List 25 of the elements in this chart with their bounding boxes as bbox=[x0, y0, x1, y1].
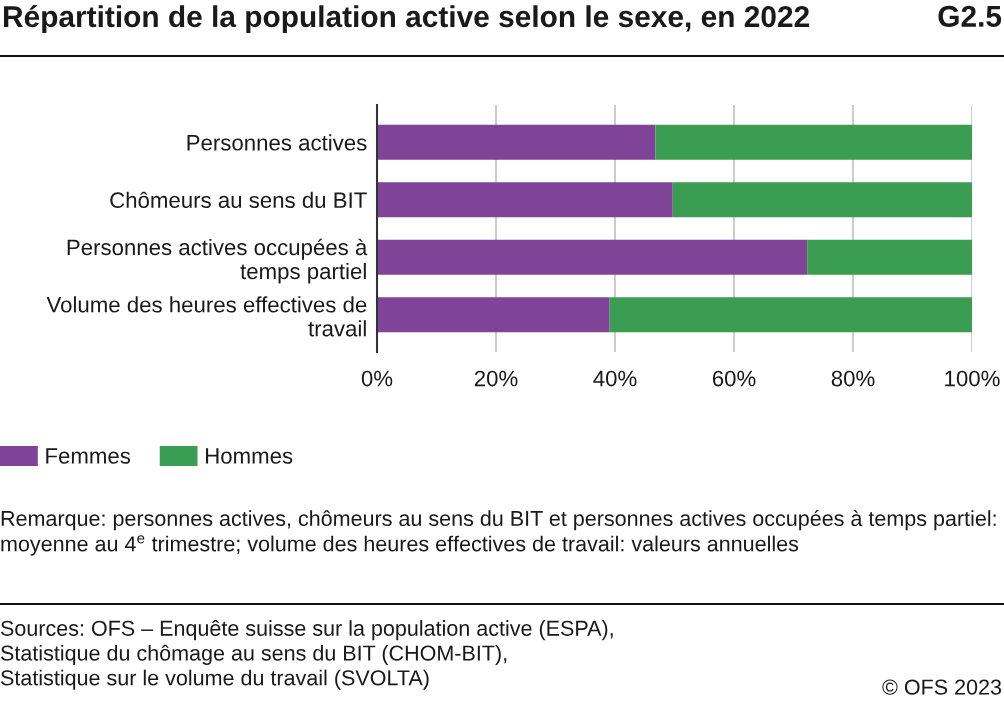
y-tick-label: Volume des heures effectives de travail bbox=[46, 296, 367, 337]
bar bbox=[655, 124, 972, 160]
legend-label: Hommes bbox=[206, 448, 293, 464]
x-tick-label: 60% bbox=[712, 370, 756, 387]
bar bbox=[377, 182, 673, 218]
bar bbox=[609, 297, 972, 333]
text: © OFS 2023 bbox=[882, 679, 1002, 695]
y-tick-label: Personnes actives bbox=[187, 134, 367, 151]
x-tick-label: 80% bbox=[831, 370, 875, 387]
bar bbox=[807, 239, 972, 275]
bar bbox=[377, 239, 808, 275]
legend-label: Femmes bbox=[46, 448, 131, 464]
x-tick-label: 20% bbox=[474, 370, 518, 387]
bar bbox=[672, 182, 972, 218]
x-tick-label: 40% bbox=[593, 370, 637, 387]
x-tick-label: 100% bbox=[945, 370, 1000, 387]
text: G2.5 bbox=[938, 5, 1002, 27]
bar bbox=[377, 124, 656, 160]
source-note: Sources: OFS – Enquête suisse sur la population active (ESPA), Statistique du chômage au sens du BIT (CHOM-BIT), Statistique sur le volume du travail (SVOLTA) bbox=[0, 620, 613, 690]
y-tick-label: Personnes actives occupées à temps partiel bbox=[67, 238, 368, 284]
bar bbox=[377, 297, 610, 333]
x-tick-label: 0% bbox=[361, 370, 393, 387]
chart-title: Répartition de la population active selon le sexe, en 2022 bbox=[4, 5, 809, 34]
y-tick-label: Chômeurs au sens du BIT bbox=[110, 191, 367, 209]
text: Remarque: personnes actives, chômeurs au sens du BIT et personnes actives occupées à temps partiel: moyenne au 4$^{e}$ trimestre; volume des heures effectives de travail: valeurs annuelles bbox=[1, 510, 996, 556]
